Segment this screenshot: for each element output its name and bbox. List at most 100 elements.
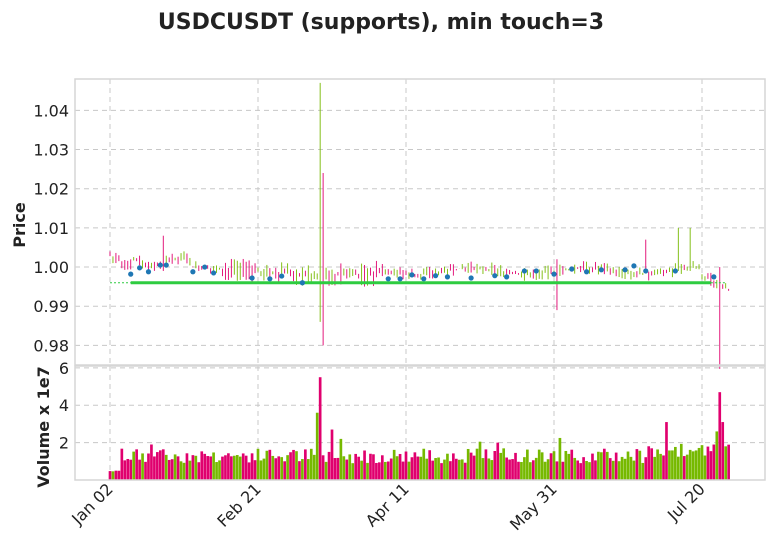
volume-bar <box>537 449 541 480</box>
volume-bar <box>398 453 402 480</box>
volume-bar <box>617 461 621 480</box>
volume-bar <box>605 451 609 480</box>
volume-bar <box>665 422 668 480</box>
touch-point <box>279 273 285 279</box>
volume-bar <box>659 453 662 480</box>
volume-bar <box>389 458 393 480</box>
volume-bar <box>407 461 411 480</box>
touch-point <box>202 264 208 270</box>
volume-bar <box>194 455 198 480</box>
volume-bar <box>543 461 547 480</box>
volume-bar <box>597 451 600 480</box>
touch-point <box>211 270 217 276</box>
volume-bar <box>440 463 443 480</box>
touch-point <box>504 274 510 280</box>
volume-bar <box>685 454 689 480</box>
volume-bar <box>167 459 171 480</box>
volume-bar <box>700 445 704 480</box>
volume-bar <box>549 453 553 480</box>
volume-bar <box>280 457 284 480</box>
volume-bar <box>200 451 204 480</box>
volume-bar <box>425 458 429 480</box>
volume-bar <box>375 462 378 480</box>
volume-bar <box>682 456 686 480</box>
volume-bar <box>120 448 124 480</box>
volume-bar <box>348 454 352 480</box>
volume-bar <box>386 461 390 480</box>
volume-bar <box>531 460 535 480</box>
volume-bar <box>434 458 437 480</box>
volume-bar <box>671 450 674 480</box>
touch-point <box>157 262 163 268</box>
volume-bar <box>357 456 360 480</box>
touch-point <box>128 271 134 277</box>
volume-bar <box>546 459 550 480</box>
volume-panel: 2 4 6 Volume x 1e7 <box>34 359 766 488</box>
volume-bar <box>443 459 446 480</box>
volume-bar <box>638 450 642 480</box>
volume-bar <box>108 471 112 480</box>
volume-bar <box>650 448 654 480</box>
price-panel: 0.98 0.99 1.00 1.01 1.02 1.03 1.04 Price <box>10 78 766 369</box>
price-tick-label: 1.01 <box>33 219 69 238</box>
touch-point <box>598 267 604 273</box>
volume-bar <box>292 449 295 480</box>
touch-point <box>643 268 649 274</box>
volume-bar <box>457 459 461 480</box>
volume-bar <box>117 470 121 480</box>
volume-bar <box>558 437 562 480</box>
volume-bar <box>271 455 275 480</box>
volume-bar <box>523 457 526 480</box>
volume-bar <box>674 446 677 480</box>
volume-bar <box>366 462 369 480</box>
touch-point <box>409 272 415 278</box>
volume-bar <box>582 457 585 480</box>
x-axis-ticks: Jan 02 Feb 21 Apr 11 May 31 Jul 20 <box>67 479 709 534</box>
touch-point <box>672 268 678 274</box>
volume-bar <box>235 455 239 480</box>
volume-bar <box>662 455 665 480</box>
volume-bar <box>611 460 615 480</box>
volume-bar <box>481 458 485 480</box>
volume-bar <box>602 448 606 480</box>
volume-bar <box>446 453 449 480</box>
volume-bar <box>158 450 162 480</box>
volume-bar <box>197 462 201 480</box>
chart-title: USDCUSDT (supports), min touch=3 <box>158 10 604 35</box>
volume-bar <box>632 460 636 480</box>
touch-point <box>711 274 717 280</box>
volume-bar <box>230 456 233 480</box>
volume-bar <box>724 446 728 480</box>
volume-bar <box>262 458 266 480</box>
volume-bar <box>268 449 272 480</box>
volume-bar <box>132 451 136 480</box>
volume-bar <box>170 459 174 480</box>
volume-bar <box>206 456 210 480</box>
volume-bar <box>647 446 651 480</box>
volume-bar <box>472 455 476 480</box>
volume-bar <box>286 455 289 480</box>
volume-bar <box>706 446 710 480</box>
volume-bar <box>336 457 340 480</box>
volume-bar <box>277 456 281 480</box>
volume-bar <box>555 461 559 480</box>
volume-bar <box>561 461 565 480</box>
volume-bar <box>301 459 304 480</box>
volume-bar <box>339 438 343 480</box>
volume-bar <box>484 449 488 480</box>
volume-bar <box>694 450 698 480</box>
volume-bar <box>653 456 656 480</box>
x-tick-label: Apr 11 <box>362 479 413 530</box>
volume-bar <box>150 444 153 480</box>
volume-bar <box>454 458 458 480</box>
volume-bar <box>144 461 147 480</box>
volume-bar <box>173 454 177 480</box>
volume-bar <box>679 443 683 480</box>
volume-bar <box>253 460 257 480</box>
volume-bar <box>688 449 692 480</box>
volume-bar <box>238 456 242 480</box>
touch-point <box>267 276 273 282</box>
x-tick-label: Jul 20 <box>663 479 709 525</box>
volume-bar <box>552 451 556 480</box>
